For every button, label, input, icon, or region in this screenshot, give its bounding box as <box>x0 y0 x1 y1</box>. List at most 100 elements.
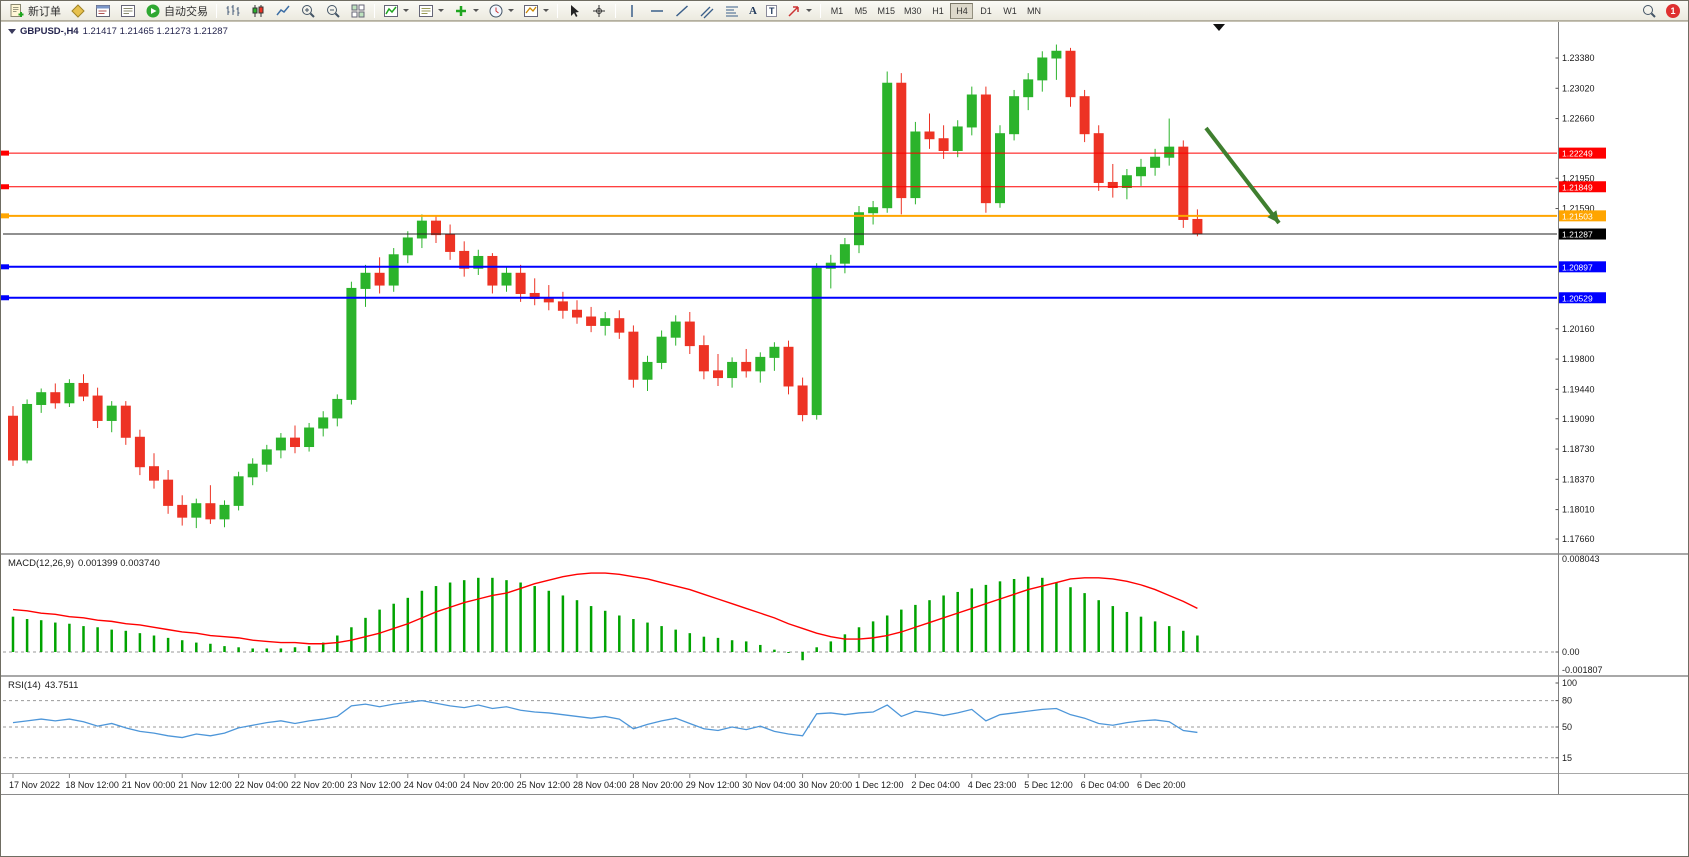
channel-tool-button[interactable] <box>695 2 719 20</box>
symbol-dropdown-icon <box>8 29 16 34</box>
price-badge-label: 1.21503 <box>1562 211 1593 221</box>
level-lines[interactable] <box>1 150 1557 301</box>
price-axis-label: 1.19440 <box>1562 384 1595 394</box>
price-badge-label: 1.21287 <box>1562 230 1593 240</box>
chevron-down-icon <box>806 9 813 12</box>
macd-panel-divider <box>1 553 1688 555</box>
timeframe-group: M1 M5 M15 M30 H1 H4 D1 W1 MN <box>825 2 1045 19</box>
trendline-tool-button[interactable] <box>670 2 694 20</box>
arrow-tool-icon <box>788 5 800 17</box>
chevron-down-icon <box>543 9 549 12</box>
macd-values: 0.001399 0.003740 <box>78 558 160 569</box>
timeframe-M30[interactable]: M30 <box>900 3 926 19</box>
candles-layer <box>8 44 1203 529</box>
timeframe-H4[interactable]: H4 <box>950 2 974 19</box>
indicators-button[interactable] <box>379 2 413 20</box>
data-window-button[interactable] <box>116 2 140 20</box>
vertical-line-tool-button[interactable] <box>620 2 644 20</box>
crosshair-button[interactable] <box>587 2 611 20</box>
new-order-button[interactable]: 新订单 <box>5 2 65 20</box>
arrows-tool-button[interactable] <box>782 2 816 20</box>
trend-arrow[interactable] <box>1204 126 1281 225</box>
templates-button[interactable] <box>519 2 553 20</box>
trendline-icon <box>675 4 689 17</box>
fibonacci-icon <box>726 6 738 16</box>
time-axis-label: 28 Nov 20:00 <box>629 780 683 790</box>
price-axis-label: 1.22660 <box>1562 114 1595 124</box>
zoom-in-icon <box>302 4 315 18</box>
price-badge <box>1559 147 1606 159</box>
auto-trading-label: 自动交易 <box>164 5 208 18</box>
time-axis-label: 22 Nov 04:00 <box>235 780 289 790</box>
label-tool-button[interactable]: T <box>762 2 782 20</box>
candlestick-chart-button[interactable] <box>246 2 270 20</box>
toolbar-separator <box>615 3 616 18</box>
rsi-axis-label: 15 <box>1562 753 1572 763</box>
time-axis-label: 2 Dec 04:00 <box>911 780 960 790</box>
horizontal-line-tool-button[interactable] <box>645 2 669 20</box>
time-axis-label: 5 Dec 12:00 <box>1024 780 1073 790</box>
candlestick-chart-icon <box>252 4 264 17</box>
rsi-value: 43.7511 <box>44 680 79 691</box>
zoom-out-icon <box>327 4 340 18</box>
search-button[interactable] <box>1637 2 1661 20</box>
timeframe-M5[interactable]: M5 <box>849 3 872 19</box>
price-axis-label: 1.23020 <box>1562 83 1595 93</box>
price-badge <box>1559 228 1606 240</box>
zoom-out-button[interactable] <box>321 2 345 20</box>
template-icon <box>524 4 538 17</box>
auto-trading-icon <box>146 4 160 17</box>
time-axis-label: 24 Nov 20:00 <box>460 780 514 790</box>
price-badge-label: 1.22249 <box>1562 149 1593 159</box>
toolbar-separator <box>820 3 822 18</box>
add-chart-button[interactable] <box>449 2 483 20</box>
auto-trading-button[interactable]: 自动交易 <box>141 2 212 20</box>
market-watch-icon <box>96 4 110 17</box>
rsi-indicator-label: RSI(14) 43.7511 <box>8 680 78 691</box>
price-badge-label: 1.21849 <box>1562 182 1593 192</box>
timeframe-MN[interactable]: MN <box>1022 3 1045 19</box>
indicators-icon <box>384 4 398 17</box>
chart-shift-marker[interactable] <box>1213 24 1225 31</box>
objects-list-button[interactable] <box>414 2 448 20</box>
price-axis-label: 1.20160 <box>1562 324 1595 334</box>
line-chart-button[interactable] <box>271 2 295 20</box>
cursor-button[interactable] <box>562 2 586 20</box>
expert-advisors-button[interactable] <box>66 2 90 20</box>
bar-chart-button[interactable] <box>221 2 245 20</box>
timeframe-H1[interactable]: H1 <box>926 3 949 19</box>
macd-axis-min: -0.001807 <box>1562 665 1603 675</box>
text-tool-button[interactable]: A <box>745 2 761 20</box>
tile-windows-button[interactable] <box>346 2 370 20</box>
channel-icon <box>700 6 714 18</box>
timeframe-M1[interactable]: M1 <box>825 3 848 19</box>
time-axis-label: 6 Dec 20:00 <box>1137 780 1186 790</box>
data-window-icon <box>121 4 135 17</box>
chevron-down-icon <box>508 9 514 12</box>
notification-badge[interactable]: 1 <box>1666 3 1680 18</box>
time-axis-label: 4 Dec 23:00 <box>968 780 1017 790</box>
ea-diamond-icon <box>71 3 85 18</box>
time-axis-label: 1 Dec 12:00 <box>855 780 904 790</box>
zoom-in-button[interactable] <box>296 2 320 20</box>
level-line-anchor <box>1 150 9 156</box>
price-axis-label: 1.17660 <box>1562 534 1595 544</box>
timeframe-M15[interactable]: M15 <box>873 3 899 19</box>
price-badge <box>1559 181 1606 193</box>
chevron-down-icon <box>438 9 444 12</box>
price-badge <box>1559 210 1606 222</box>
symbol-text: GBPUSD-,H4 <box>20 26 79 37</box>
timeframe-W1[interactable]: W1 <box>998 3 1021 19</box>
market-watch-button[interactable] <box>91 2 115 20</box>
fibonacci-tool-button[interactable] <box>720 2 744 20</box>
price-axis-label: 1.18010 <box>1562 505 1595 515</box>
periods-button[interactable] <box>484 2 518 20</box>
price-axis-label: 1.21950 <box>1562 173 1595 183</box>
time-axis-label: 6 Dec 04:00 <box>1081 780 1130 790</box>
tile-windows-icon <box>351 4 365 17</box>
timeframe-D1[interactable]: D1 <box>974 3 997 19</box>
price-axis-label: 1.19800 <box>1562 354 1595 364</box>
price-badge <box>1559 261 1606 273</box>
